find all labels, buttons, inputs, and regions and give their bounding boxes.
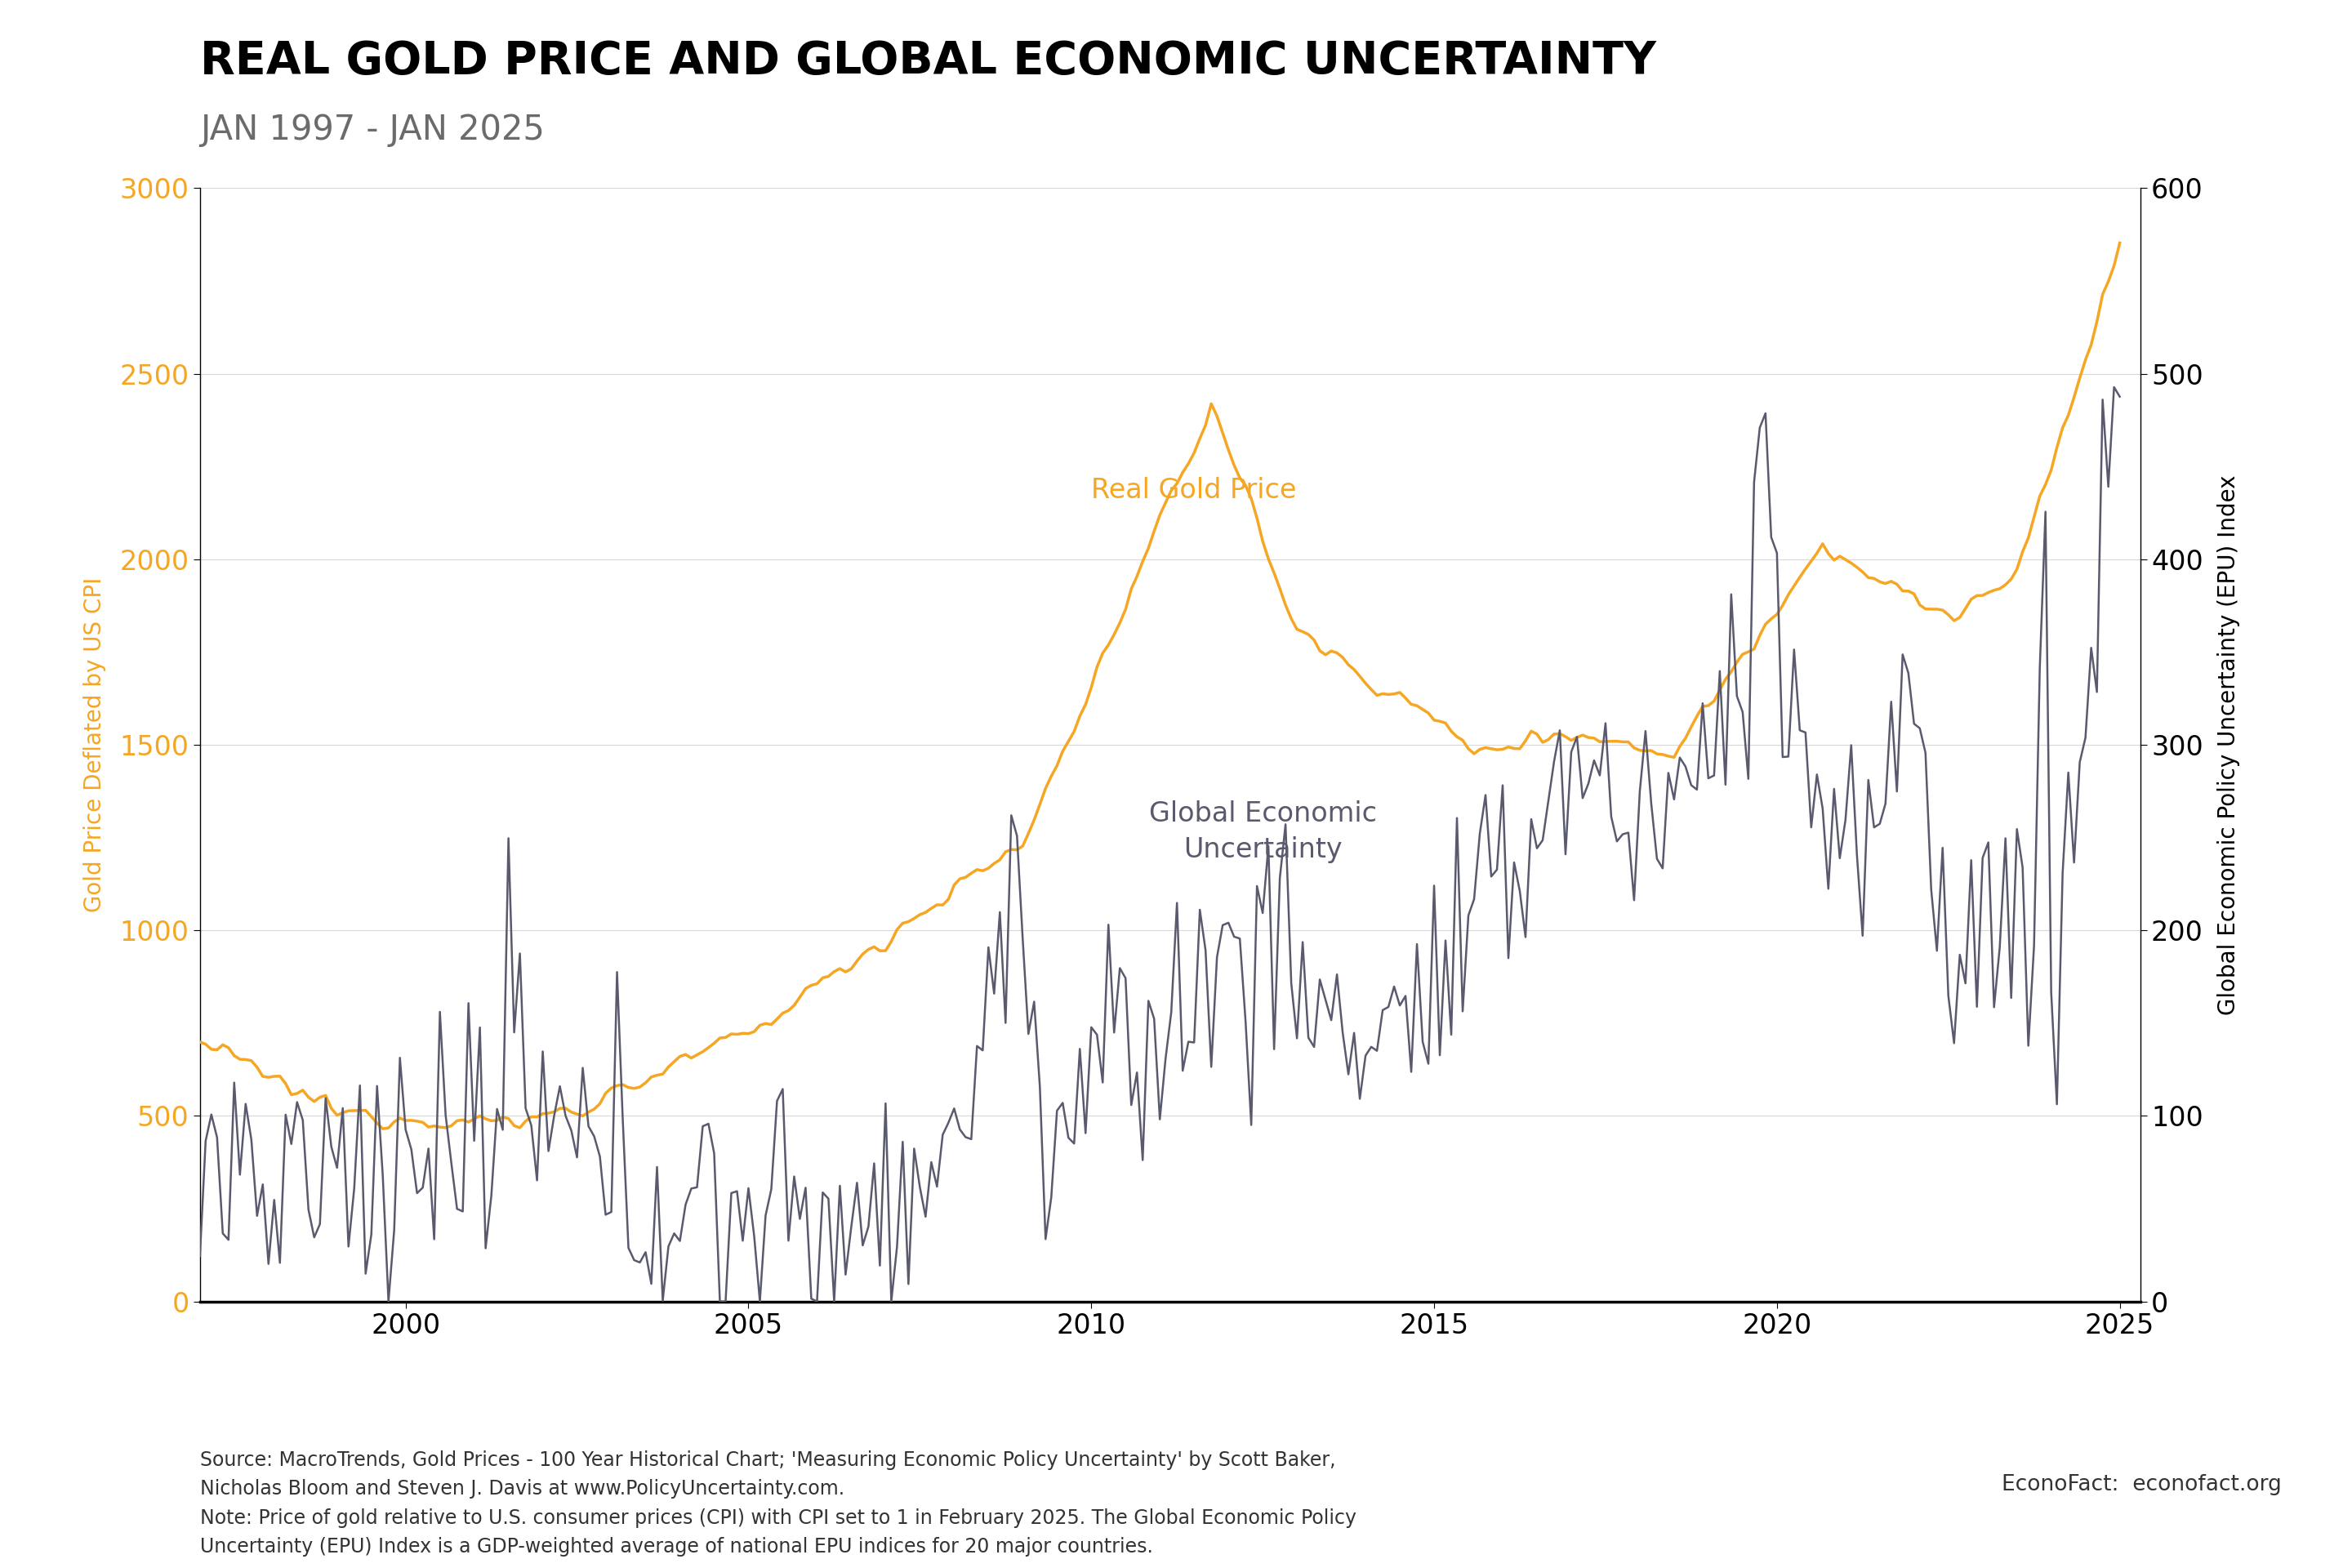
Text: Real Gold Price: Real Gold Price: [1091, 477, 1296, 503]
Text: JAN 1997 - JAN 2025: JAN 1997 - JAN 2025: [200, 113, 543, 147]
Text: REAL GOLD PRICE AND GLOBAL ECONOMIC UNCERTAINTY: REAL GOLD PRICE AND GLOBAL ECONOMIC UNCE…: [200, 39, 1656, 83]
Y-axis label: Global Economic Policy Uncertainty (EPU) Index: Global Economic Policy Uncertainty (EPU)…: [2218, 475, 2239, 1014]
Y-axis label: Gold Price Deflated by US CPI: Gold Price Deflated by US CPI: [82, 577, 106, 913]
Text: Source: MacroTrends, Gold Prices - 100 Year Historical Chart; 'Measuring Economi: Source: MacroTrends, Gold Prices - 100 Y…: [200, 1450, 1357, 1557]
Text: Global Economic
Uncertainty: Global Economic Uncertainty: [1148, 800, 1376, 862]
Text: EconoFact:  econofact.org: EconoFact: econofact.org: [2002, 1474, 2281, 1496]
